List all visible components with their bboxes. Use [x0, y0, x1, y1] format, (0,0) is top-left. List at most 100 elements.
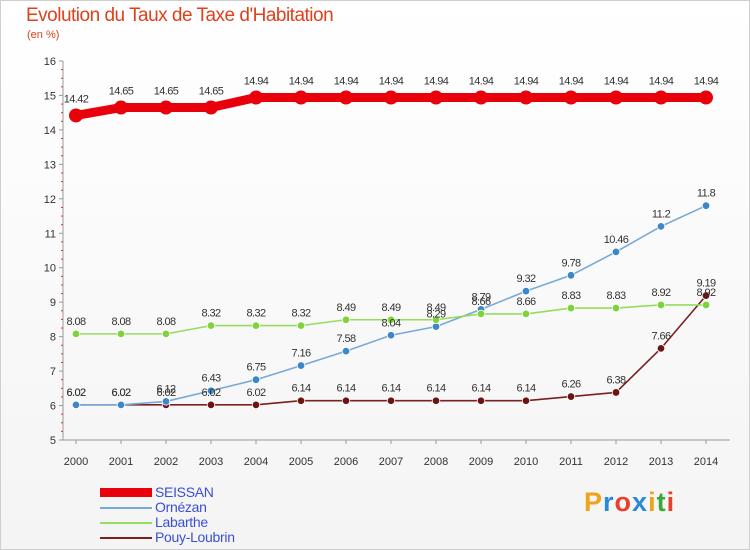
data-point-labarthe	[386, 315, 396, 324]
data-label-seissan: 14.94	[694, 76, 719, 88]
data-point-seissan	[519, 90, 533, 105]
logo-letter: i	[648, 487, 657, 517]
y-tick-label: 9	[50, 297, 56, 309]
data-label-pouy-loubrin: 6.14	[381, 383, 400, 395]
data-label-labarthe: 8.49	[336, 302, 355, 314]
x-tick-label: 2011	[559, 456, 583, 468]
data-label-pouy-loubrin: 6.14	[336, 383, 355, 395]
legend-label-seissan: SEISSAN	[155, 484, 214, 500]
data-label-labarthe: 8.83	[606, 290, 625, 302]
data-point-labarthe	[431, 315, 441, 324]
data-label-pouy-loubrin: 6.02	[156, 387, 175, 399]
legend-swatch-ornezan	[100, 507, 152, 509]
data-label-orn-zan: 7.58	[336, 333, 355, 345]
data-label-orn-zan: 8.29	[426, 309, 445, 321]
y-tick-label: 5	[50, 435, 56, 447]
y-tick-label: 14	[44, 125, 56, 137]
data-label-orn-zan: 6.02	[111, 387, 130, 399]
data-point-orn-zan	[251, 375, 261, 384]
data-point-pouy-loubrin	[656, 344, 666, 353]
data-point-seissan	[384, 90, 398, 105]
data-point-seissan	[294, 90, 308, 105]
data-point-labarthe	[71, 329, 81, 339]
data-label-seissan: 14.65	[109, 86, 134, 98]
x-tick-label: 2006	[334, 456, 358, 468]
data-point-seissan	[249, 90, 263, 105]
data-label-seissan: 14.94	[424, 76, 449, 88]
data-label-labarthe: 8.66	[516, 296, 535, 308]
data-point-seissan	[159, 100, 173, 115]
legend-swatch-pouy-loubrin	[100, 537, 152, 539]
legend-label-labarthe: Labarthe	[155, 514, 208, 530]
data-point-labarthe	[611, 303, 621, 313]
y-tick-label: 16	[44, 56, 56, 68]
data-label-orn-zan: 6.12	[156, 383, 175, 395]
data-point-seissan	[654, 90, 668, 105]
data-label-labarthe: 8.08	[66, 316, 85, 328]
data-label-labarthe: 8.32	[291, 308, 310, 320]
data-point-seissan	[204, 100, 218, 115]
data-label-seissan: 14.94	[514, 76, 539, 88]
data-label-pouy-loubrin: 6.26	[561, 379, 580, 391]
data-point-pouy-loubrin	[476, 396, 486, 405]
legend-swatch-seissan	[100, 488, 152, 497]
data-point-orn-zan	[116, 400, 126, 410]
logo-letter: P	[584, 487, 604, 517]
data-point-seissan	[339, 90, 353, 105]
data-label-seissan: 14.94	[604, 76, 629, 88]
data-label-orn-zan: 6.75	[246, 362, 265, 374]
data-point-labarthe	[521, 309, 531, 319]
data-label-orn-zan: 6.43	[201, 373, 220, 385]
data-label-seissan: 14.65	[199, 86, 224, 98]
data-point-pouy-loubrin	[386, 396, 396, 405]
logo-letter: x	[632, 487, 649, 517]
data-label-orn-zan: 11.2	[652, 208, 671, 220]
data-point-seissan	[114, 100, 128, 115]
data-point-labarthe	[296, 321, 306, 330]
data-point-labarthe	[476, 309, 486, 319]
data-point-labarthe	[161, 329, 171, 339]
data-label-orn-zan: 7.16	[291, 348, 310, 360]
data-label-orn-zan: 8.79	[471, 291, 490, 303]
data-point-labarthe	[566, 303, 576, 313]
data-label-labarthe: 8.32	[246, 308, 265, 320]
data-label-seissan: 14.94	[649, 76, 674, 88]
data-point-seissan	[699, 90, 713, 105]
logo-letter: r	[603, 487, 615, 517]
data-label-labarthe: 8.32	[201, 308, 220, 320]
data-point-labarthe	[251, 321, 261, 330]
y-tick-label: 10	[44, 263, 56, 275]
data-label-pouy-loubrin: 6.14	[291, 383, 310, 395]
data-point-orn-zan	[566, 271, 576, 280]
data-point-seissan	[474, 90, 488, 105]
data-point-orn-zan	[656, 222, 666, 231]
data-point-orn-zan	[611, 247, 621, 257]
data-label-labarthe: 8.66	[471, 296, 490, 308]
data-label-pouy-loubrin: 6.02	[66, 387, 85, 399]
data-point-pouy-loubrin	[431, 396, 441, 405]
data-point-labarthe	[206, 321, 216, 330]
data-label-orn-zan: 9.32	[516, 273, 535, 285]
legend-swatch-labarthe	[100, 522, 152, 524]
data-point-orn-zan	[386, 331, 396, 340]
data-label-orn-zan: 8.04	[381, 317, 400, 329]
logo-letter: o	[614, 487, 633, 517]
data-label-pouy-loubrin: 6.14	[516, 383, 535, 395]
x-tick-label: 2013	[649, 456, 673, 468]
chart-subtitle: (en %)	[27, 29, 60, 41]
data-label-seissan: 14.42	[64, 93, 89, 105]
data-point-pouy-loubrin	[296, 396, 306, 405]
data-label-seissan: 14.94	[289, 76, 314, 88]
data-point-pouy-loubrin	[341, 396, 351, 405]
logo-letter: t	[656, 487, 667, 517]
x-tick-label: 2001	[109, 456, 133, 468]
x-tick-label: 2002	[154, 456, 178, 468]
data-point-labarthe	[116, 329, 126, 339]
x-tick-label: 2004	[244, 456, 268, 468]
legend-label-pouy-loubrin: Pouy-Loubrin	[155, 529, 235, 545]
data-label-pouy-loubrin: 6.38	[606, 374, 625, 386]
data-point-labarthe	[341, 315, 351, 324]
data-label-pouy-loubrin: 6.02	[246, 387, 265, 399]
data-label-orn-zan: 10.46	[604, 234, 629, 246]
